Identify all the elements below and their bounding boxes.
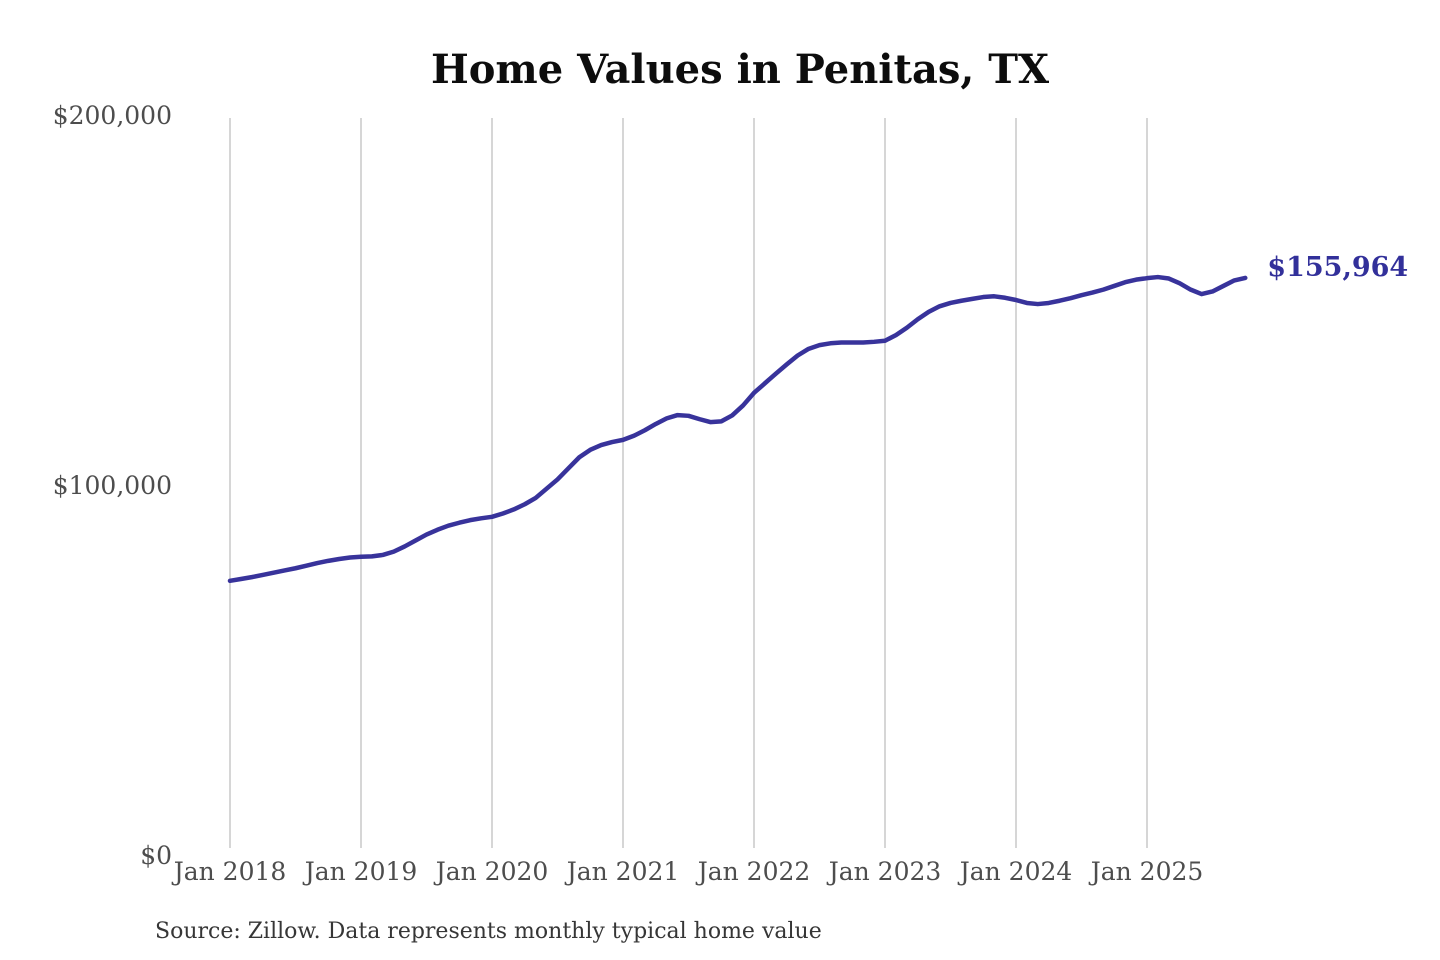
chart-title: Home Values in Penitas, TX	[431, 46, 1049, 93]
source-note: Source: Zillow. Data represents monthly …	[155, 919, 822, 944]
x-tick-label: Jan 2020	[433, 857, 549, 886]
x-tick-label: Jan 2021	[564, 857, 680, 886]
final-value-label: $155,964	[1267, 252, 1408, 283]
x-tick-label: Jan 2019	[302, 857, 418, 886]
y-tick-label: $100,000	[53, 471, 172, 500]
home-value-line	[227, 274, 1248, 584]
gridlines-group	[229, 118, 1148, 848]
x-axis-tick-labels: Jan 2018 Jan 2019 Jan 2020 Jan 2021 Jan 2022…	[171, 857, 1204, 886]
x-tick-label: Jan 2018	[171, 857, 287, 886]
y-tick-label: $200,000	[53, 101, 172, 130]
y-axis-tick-labels: $0 $100,000 $200,000	[53, 101, 172, 870]
series-group	[227, 274, 1248, 584]
y-tick-label: $0	[140, 841, 172, 870]
x-tick-label: Jan 2023	[826, 857, 942, 886]
x-tick-label: Jan 2025	[1088, 857, 1204, 886]
x-tick-label: Jan 2022	[695, 857, 811, 886]
x-tick-label: Jan 2024	[957, 857, 1073, 886]
